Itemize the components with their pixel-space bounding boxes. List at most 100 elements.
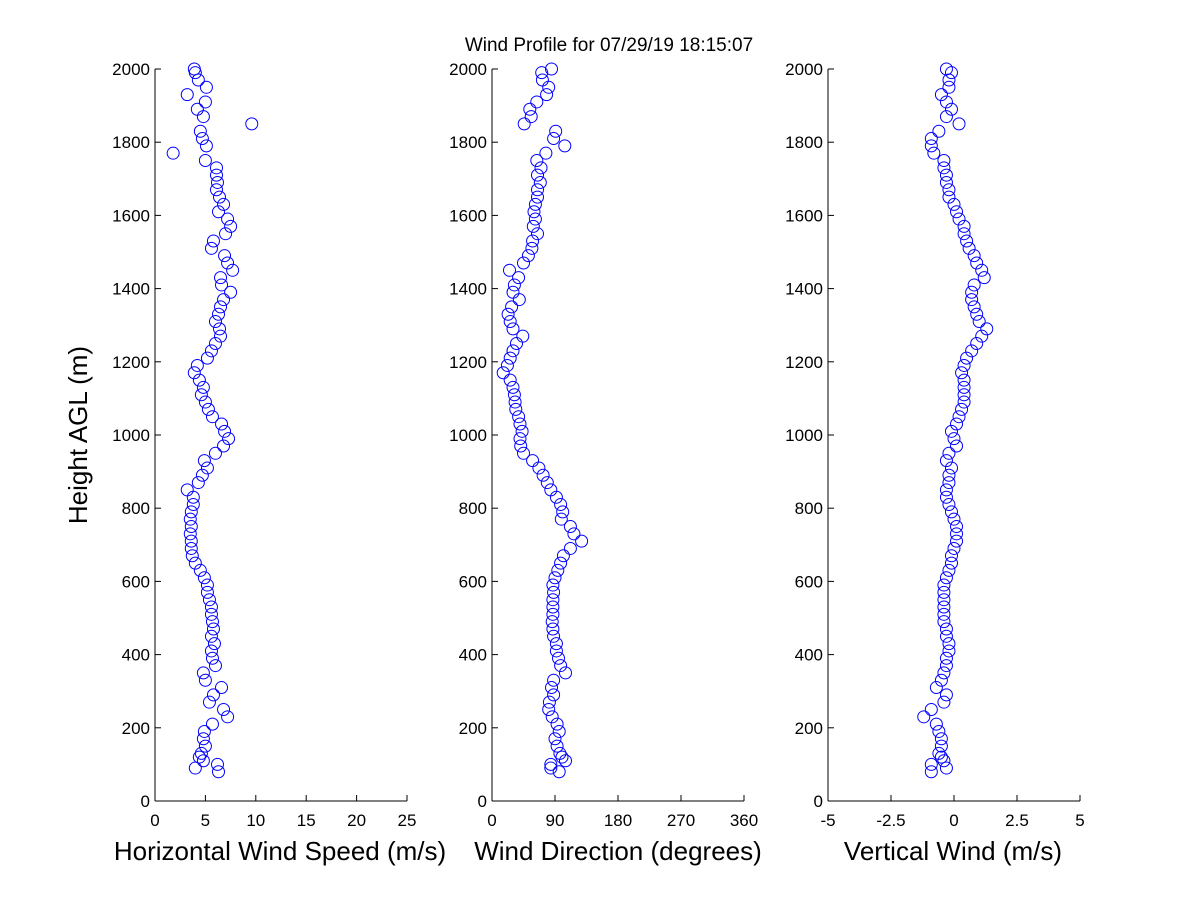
direction-data-point bbox=[526, 234, 540, 248]
direction-data-point bbox=[525, 241, 539, 255]
x-tick-label: 5 bbox=[201, 811, 210, 830]
speed-data-point bbox=[196, 732, 210, 746]
vertical-data-point bbox=[967, 300, 981, 314]
speed-data-point bbox=[191, 476, 205, 490]
direction-data-point bbox=[563, 520, 577, 533]
speed-data-point bbox=[184, 520, 198, 533]
speed-data-point bbox=[218, 249, 232, 263]
speed-data-point bbox=[214, 329, 228, 343]
x-tick-label: 10 bbox=[246, 811, 265, 830]
direction-data-point bbox=[544, 483, 558, 497]
direction-data-point bbox=[524, 110, 538, 124]
direction-data-point bbox=[547, 132, 561, 146]
x-tick-label: 15 bbox=[297, 811, 316, 830]
direction-x-axis-label: Wind Direction (degrees) bbox=[474, 836, 762, 866]
speed-data-point bbox=[200, 585, 214, 599]
direction-data-point bbox=[540, 88, 554, 102]
y-tick-label: 1000 bbox=[112, 426, 150, 445]
direction-data-point bbox=[547, 585, 561, 599]
speed-data-point bbox=[217, 439, 231, 453]
vertical-data-point bbox=[942, 498, 956, 512]
y-axis-label: Height AGL (m) bbox=[63, 346, 93, 524]
vertical-data-point bbox=[944, 461, 958, 475]
speed-data-point bbox=[217, 197, 231, 211]
direction-data-point bbox=[554, 512, 568, 526]
speed-data-point bbox=[204, 629, 218, 643]
speed-data-point bbox=[222, 432, 236, 446]
direction-data-point bbox=[507, 278, 521, 292]
y-tick-label: 1800 bbox=[785, 133, 823, 152]
vertical-data-point bbox=[950, 417, 964, 431]
speed-data-point bbox=[198, 95, 212, 109]
vertical-data-point bbox=[937, 615, 951, 629]
direction-data-point bbox=[545, 710, 559, 724]
direction-data-point bbox=[546, 600, 560, 614]
vertical-data-point bbox=[950, 520, 964, 533]
direction-data-point bbox=[556, 505, 570, 519]
direction-data-point bbox=[549, 124, 563, 138]
vertical-data-point bbox=[950, 439, 964, 453]
direction-data-point bbox=[559, 666, 572, 680]
vertical-data-point bbox=[939, 651, 953, 665]
vertical-data-point bbox=[957, 227, 971, 241]
vertical-data-point bbox=[939, 110, 953, 124]
vertical-data-point bbox=[942, 183, 956, 197]
speed-data-point bbox=[202, 593, 216, 607]
direction-data-point bbox=[510, 337, 523, 350]
y-tick-label: 200 bbox=[459, 719, 487, 738]
direction-data-point bbox=[503, 351, 517, 365]
direction-data-point bbox=[535, 66, 549, 80]
speed-data-point bbox=[210, 175, 224, 189]
speed-data-point bbox=[195, 132, 209, 146]
speed-data-point bbox=[205, 615, 219, 629]
speed-data-point bbox=[196, 754, 210, 768]
vertical-data-point bbox=[970, 307, 984, 321]
speed-data-point bbox=[180, 88, 194, 102]
speed-data-point bbox=[224, 285, 238, 299]
vertical-data-point bbox=[934, 739, 948, 753]
speed-data-point bbox=[207, 637, 221, 651]
direction-data-point bbox=[526, 454, 540, 468]
speed-data-point bbox=[183, 527, 197, 541]
direction-data-point bbox=[512, 410, 526, 424]
speed-data-point bbox=[217, 293, 231, 307]
vertical-data-point bbox=[952, 117, 966, 131]
direction-data-point bbox=[540, 476, 554, 490]
vertical-data-point bbox=[932, 746, 946, 760]
vertical-data-point bbox=[980, 322, 994, 336]
speed-data-point bbox=[206, 234, 220, 248]
direction-data-point bbox=[547, 673, 561, 687]
direction-data-point bbox=[512, 293, 526, 307]
vertical-data-point bbox=[957, 388, 971, 402]
vertical-data-point bbox=[975, 263, 989, 277]
vertical-data-point bbox=[944, 549, 958, 563]
vertical-data-point bbox=[937, 585, 951, 599]
direction-data-point bbox=[536, 468, 550, 482]
direction-data-point bbox=[546, 578, 560, 592]
x-tick-label: 0 bbox=[150, 811, 159, 830]
speed-data-point bbox=[208, 446, 222, 460]
direction-data-point bbox=[545, 681, 558, 695]
x-tick-label: 180 bbox=[604, 811, 632, 830]
direction-data-point bbox=[501, 307, 515, 321]
y-tick-label: 800 bbox=[122, 499, 150, 518]
vertical-data-point bbox=[939, 95, 953, 109]
speed-data-point bbox=[198, 739, 212, 753]
y-tick-label: 1000 bbox=[785, 426, 823, 445]
speed-data-point bbox=[221, 212, 235, 226]
speed-data-point bbox=[210, 757, 224, 771]
y-tick-label: 1600 bbox=[449, 206, 487, 225]
x-tick-label: -2.5 bbox=[876, 811, 905, 830]
vertical-x-axis-label: Vertical Wind (m/s) bbox=[844, 836, 1062, 866]
vertical-data-point bbox=[957, 219, 971, 233]
direction-data-point bbox=[532, 461, 546, 475]
direction-data-point bbox=[509, 402, 523, 416]
vertical-data-point bbox=[937, 695, 951, 709]
direction-data-point bbox=[550, 739, 564, 753]
speed-data-point bbox=[226, 263, 240, 277]
direction-data-point bbox=[523, 102, 537, 116]
speed-data-point bbox=[184, 541, 198, 555]
y-tick-label: 800 bbox=[795, 499, 823, 518]
speed-data-point bbox=[197, 724, 211, 738]
